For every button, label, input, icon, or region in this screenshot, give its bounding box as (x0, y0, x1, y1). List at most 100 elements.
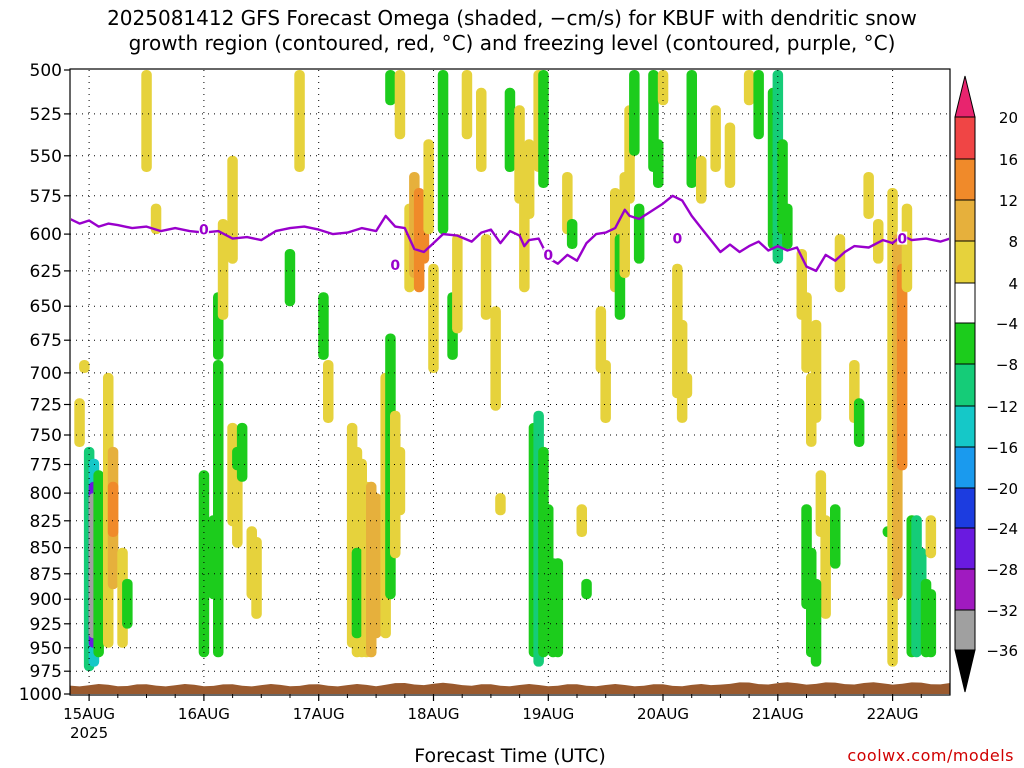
freezing-label-bg-3 (672, 231, 683, 245)
omega-cell-107 (830, 504, 841, 569)
colorbar-segment-2 (954, 199, 976, 242)
colorbar-label: −16 (986, 439, 1018, 457)
x-year-label: 2025 (70, 724, 108, 742)
omega-cell-84 (657, 70, 669, 106)
omega-cell-55 (480, 234, 492, 320)
omega-cell-27 (294, 70, 305, 172)
y-tick-label: 750 (30, 426, 62, 446)
colorbar-segment-10 (954, 527, 976, 570)
colorbar-bottom-arrow (954, 649, 976, 693)
plot-frame (69, 68, 951, 696)
omega-cell-81 (633, 203, 645, 264)
y-tick-label: 725 (30, 396, 62, 416)
colorbar-segment-1 (954, 158, 976, 201)
omega-cell-13 (150, 203, 162, 235)
y-tick-label: 500 (30, 61, 62, 81)
omega-cell-86 (676, 319, 688, 423)
omega-shading-layer (74, 70, 937, 672)
omega-cell-69 (538, 70, 549, 188)
colorbar-label: −8 (996, 356, 1018, 374)
colorbar-segment-11 (954, 568, 976, 611)
y-tick-label: 1000 (19, 685, 62, 705)
omega-cell-9 (122, 578, 133, 629)
omega-cell-87 (681, 372, 693, 399)
x-tick-label: 17AUG (293, 705, 345, 723)
colorbar-label: −20 (986, 480, 1018, 498)
colorbar-label: −12 (986, 398, 1018, 416)
colorbar-label: −32 (986, 602, 1018, 620)
colorbar-segment-8 (954, 446, 976, 489)
y-tick-label: 950 (30, 639, 62, 659)
gridlines (70, 70, 950, 694)
colorbar-segment-0 (954, 116, 976, 160)
omega-cell-42 (385, 70, 396, 106)
freezing-level-label: 0 (199, 223, 209, 239)
y-tick-label: 925 (30, 615, 62, 635)
x-tick-label: 16AUG (178, 705, 230, 723)
omega-cell-110 (853, 398, 865, 447)
chart-title: 2025081412 GFS Forecast Omega (shaded, −… (0, 6, 1024, 56)
omega-cell-103 (820, 515, 831, 619)
omega-cell-10 (74, 398, 85, 447)
omega-cell-56 (490, 306, 501, 411)
omega-cell-14 (198, 470, 210, 658)
y-tick-label: 675 (30, 331, 62, 351)
omega-cell-16 (213, 360, 224, 658)
freezing-level-label: 0 (897, 232, 907, 248)
colorbar-label: −24 (986, 520, 1018, 538)
omega-cell-99 (801, 292, 812, 373)
y-axis-ticks: 500 525 550 575 600 625 650 675 700 725 750 775 800 8… (19, 61, 70, 705)
title-line-2: growth region (contoured, red, °C) and f… (128, 31, 896, 55)
y-tick-label: 850 (30, 539, 62, 559)
terrain-fill (70, 682, 950, 694)
omega-cell-106 (810, 578, 822, 667)
omega-cell-61 (523, 139, 535, 219)
freezing-level-label: 0 (543, 248, 553, 264)
omega-cell-89 (696, 155, 707, 204)
omega-cell-91 (724, 122, 736, 188)
y-tick-label: 600 (30, 225, 62, 245)
omega-cell-43 (394, 70, 406, 140)
y-tick-label: 575 (30, 187, 62, 207)
freezing-label-bg-1 (390, 258, 401, 272)
y-tick-label: 525 (30, 105, 62, 125)
colorbar-label: 12 (999, 192, 1018, 210)
y-tick-label: 800 (30, 484, 62, 504)
omega-cell-12 (141, 70, 152, 172)
colorbar-label: −4 (996, 315, 1018, 333)
x-tick-label: 18AUG (408, 705, 460, 723)
omega-cell-28 (318, 292, 329, 360)
colorbar-segment-7 (954, 405, 976, 448)
y-tick-label: 550 (30, 147, 62, 167)
omega-cell-72 (576, 504, 587, 537)
x-axis-ticks: 15AUG 16AUG 17AUG 18AUG 19AUG 20AUG 21AUG 22AUG… (63, 694, 922, 742)
omega-cell-122 (925, 589, 937, 658)
omega-cell-67 (552, 558, 564, 658)
omega-cell-97 (782, 203, 793, 249)
omega-cell-75 (600, 360, 611, 423)
omega-cell-41 (394, 446, 406, 516)
y-tick-label: 700 (30, 364, 62, 384)
colorbar-top-arrow (954, 75, 976, 118)
colorbar-segment-5 (954, 322, 976, 365)
y-tick-label: 825 (30, 512, 62, 532)
title-line-1: 2025081412 GFS Forecast Omega (shaded, −… (107, 6, 917, 30)
freezing-label-bg-2 (543, 247, 554, 261)
colorbar-segment-6 (954, 363, 976, 407)
credit-link[interactable]: coolwx.com/models (847, 746, 1014, 765)
omega-cell-49 (428, 263, 439, 373)
omega-cell-80 (629, 70, 640, 156)
omega-cell-70 (562, 172, 573, 235)
omega-cell-11 (79, 360, 90, 373)
freezing-level-label: 0 (673, 232, 683, 248)
omega-cell-71 (566, 219, 578, 249)
y-tick-label: 900 (30, 590, 62, 610)
colorbar-label: 4 (1008, 275, 1018, 293)
colorbar-segment-3 (954, 240, 976, 284)
freezing-level-line (71, 194, 949, 273)
colorbar-segment-12 (954, 609, 976, 651)
y-tick-label: 650 (30, 297, 62, 317)
omega-cell-29 (323, 360, 334, 423)
omega-cell-74 (595, 306, 607, 373)
